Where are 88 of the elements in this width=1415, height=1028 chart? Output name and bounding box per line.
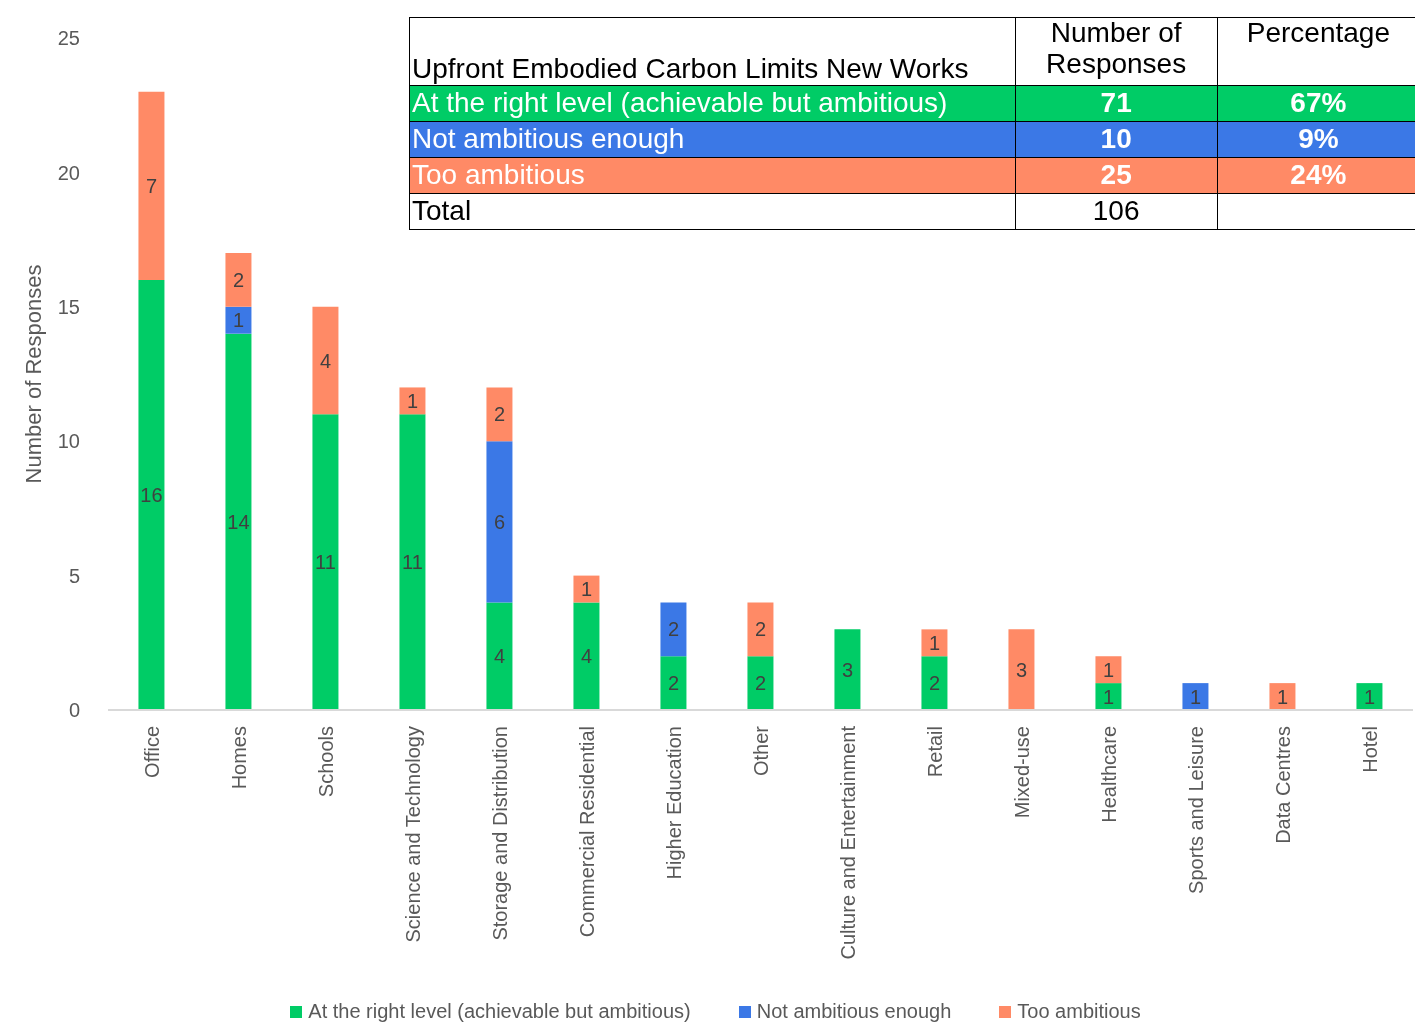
bar <box>312 414 339 710</box>
bar <box>573 602 600 710</box>
x-tick-label: Data Centres <box>1271 726 1294 844</box>
data-label: 2 <box>493 403 506 426</box>
y-tick-label: 15 <box>57 295 80 318</box>
data-label: 3 <box>1015 658 1028 681</box>
bar <box>921 656 948 710</box>
data-label: 2 <box>754 672 767 695</box>
bar <box>225 253 252 307</box>
data-label: 1 <box>1189 685 1202 708</box>
annotation: Number of Responses <box>1015 17 1218 86</box>
bar <box>747 602 774 657</box>
annotation: 71 <box>1015 85 1218 122</box>
annotation: 67% <box>1217 85 1415 122</box>
data-label: 16 <box>140 483 163 506</box>
data-label: 2 <box>754 618 767 641</box>
annotation: Total <box>409 193 1016 230</box>
bar <box>138 279 165 710</box>
annotation: Not ambitious enough <box>409 121 1016 158</box>
x-tick-label: Homes <box>227 726 250 790</box>
bar <box>834 629 861 710</box>
annotation: 106 <box>1015 193 1218 230</box>
y-tick-label: 0 <box>68 699 80 722</box>
data-label: 1 <box>1102 658 1115 681</box>
bar <box>399 414 426 710</box>
data-label: 1 <box>1363 685 1376 708</box>
data-label: 6 <box>493 510 506 533</box>
annotation: Upfront Embodied Carbon Limits New Works <box>409 17 1016 86</box>
bar <box>660 602 687 657</box>
data-label: 14 <box>227 510 250 533</box>
y-tick-label: 10 <box>57 430 80 453</box>
data-label: 2 <box>928 672 941 695</box>
x-tick-label: Science and Technology <box>401 726 424 943</box>
data-label: 1 <box>580 578 593 601</box>
bar <box>660 656 687 710</box>
bar <box>747 656 774 710</box>
bar <box>1008 629 1035 710</box>
annotation: At the right level (achievable but ambitious) <box>409 85 1016 122</box>
bar <box>225 333 252 710</box>
annotation: Percentage <box>1217 17 1415 86</box>
bar <box>486 441 513 603</box>
data-label: 4 <box>493 645 506 668</box>
data-label: 4 <box>580 645 593 668</box>
x-tick-label: Other <box>749 725 772 777</box>
data-label: 7 <box>145 174 158 197</box>
legend-label: At the right level (achievable but ambitious) <box>307 1000 691 1023</box>
data-label: 2 <box>667 672 680 695</box>
annotation: Too ambitious <box>409 157 1016 194</box>
bar <box>1095 656 1122 684</box>
annotation: 24% <box>1217 157 1415 194</box>
x-tick-label: Hotel <box>1358 726 1381 773</box>
x-tick-label: Commercial Residential <box>575 726 598 938</box>
x-tick-label: Retail <box>923 726 946 778</box>
y-tick-label: 25 <box>57 27 80 50</box>
data-label: 1 <box>1276 685 1289 708</box>
bar <box>225 306 252 334</box>
legend-label: Not ambitious enough <box>755 1000 952 1023</box>
bar <box>486 387 513 442</box>
bar <box>312 306 339 415</box>
data-label: 11 <box>402 551 423 574</box>
x-tick-label: Office <box>140 726 163 778</box>
data-label: 2 <box>667 618 680 641</box>
bar <box>138 91 165 280</box>
data-label: 3 <box>841 658 854 681</box>
annotation: 9% <box>1217 121 1415 158</box>
data-label: 4 <box>319 349 332 372</box>
data-label: 2 <box>232 268 245 291</box>
data-label: 1 <box>1102 685 1115 708</box>
legend-label: Too ambitious <box>1016 1000 1141 1023</box>
annotation: 25 <box>1015 157 1218 194</box>
bar <box>486 602 513 710</box>
y-axis-title: Number of Responses <box>20 264 46 484</box>
y-tick-label: 20 <box>57 161 80 184</box>
data-label: 1 <box>928 631 941 654</box>
x-tick-label: Sports and Leisure <box>1184 726 1207 894</box>
x-tick-label: Schools <box>314 726 337 798</box>
data-label: 1 <box>232 309 245 332</box>
x-tick-label: Storage and Distribution <box>488 726 511 941</box>
x-tick-label: Higher Education <box>662 726 685 880</box>
bar <box>921 629 948 657</box>
data-label: 11 <box>315 551 336 574</box>
x-tick-label: Mixed-use <box>1010 726 1033 819</box>
bar <box>399 387 426 415</box>
x-tick-label: Healthcare <box>1097 726 1120 823</box>
annotation: 10 <box>1015 121 1218 158</box>
y-tick-label: 5 <box>68 564 80 587</box>
data-label: 1 <box>406 389 419 412</box>
x-tick-label: Culture and Entertainment <box>836 725 859 960</box>
